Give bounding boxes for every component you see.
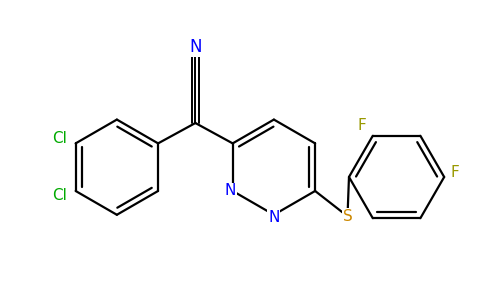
Text: F: F — [358, 118, 366, 134]
Text: N: N — [268, 210, 280, 225]
Text: N: N — [225, 184, 236, 199]
Text: Cl: Cl — [52, 131, 67, 146]
Text: S: S — [343, 209, 352, 224]
Text: Cl: Cl — [52, 188, 67, 203]
Text: N: N — [189, 38, 202, 56]
Text: F: F — [451, 165, 459, 180]
